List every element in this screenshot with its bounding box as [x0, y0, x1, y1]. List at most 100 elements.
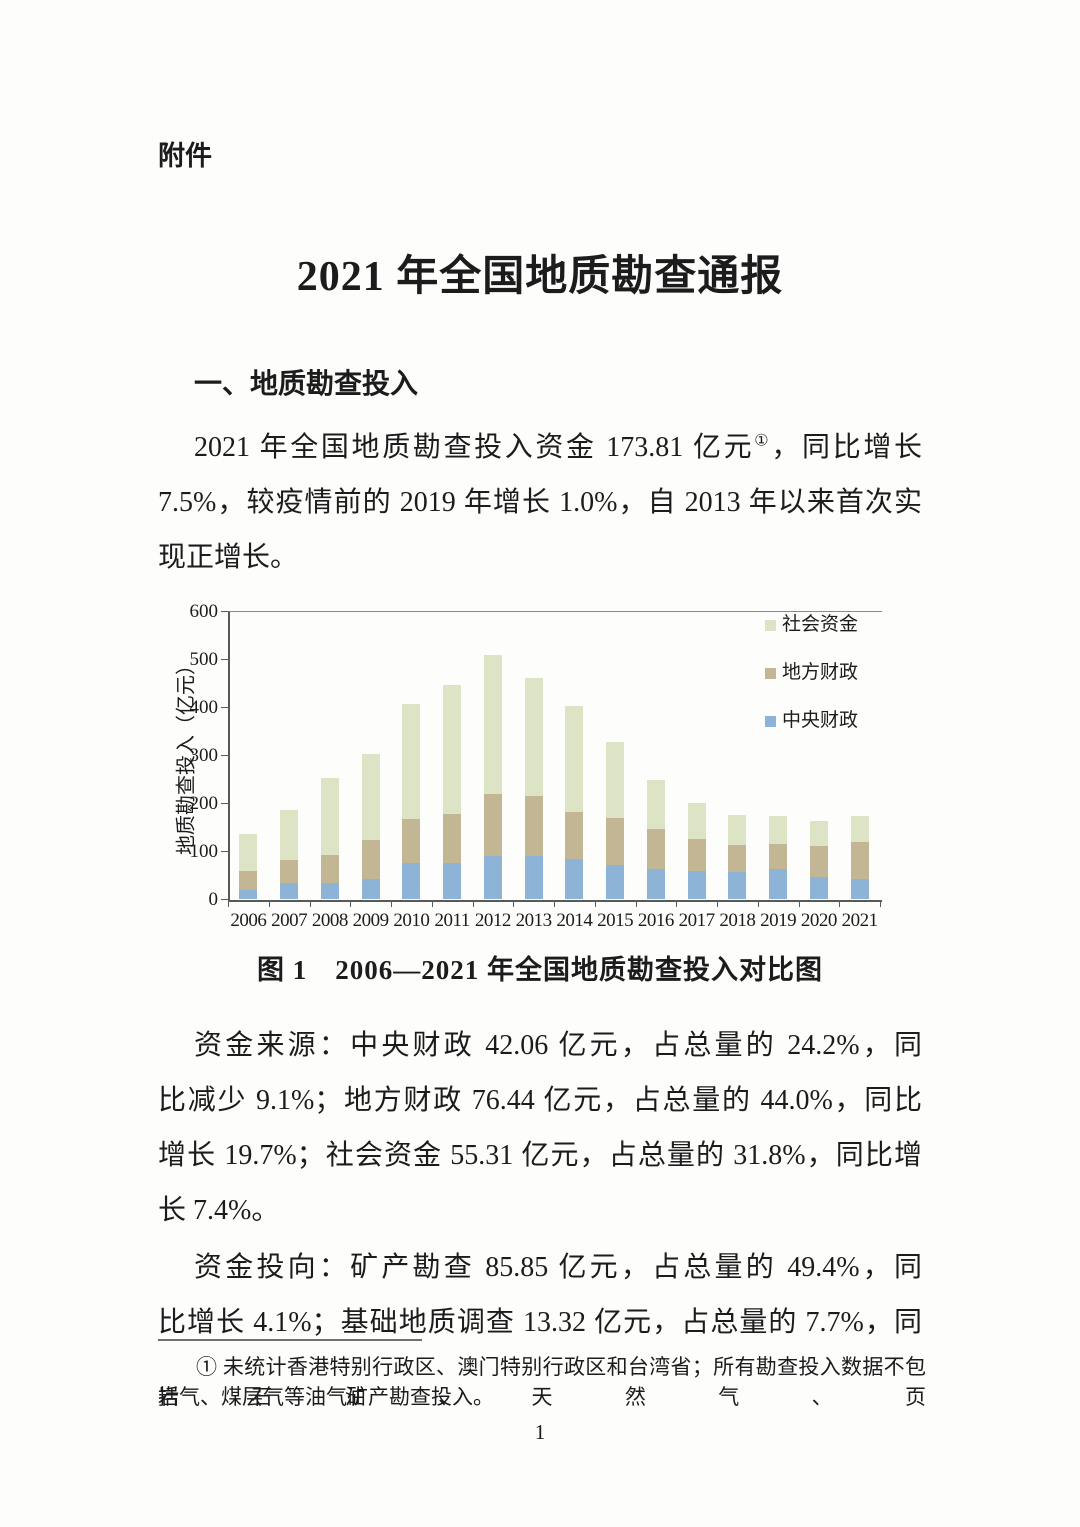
document-title: 2021 年全国地质勘查通报 [296, 254, 784, 300]
x-category-label: 2008 [311, 910, 348, 931]
x-category-label: 2009 [352, 910, 389, 931]
text-line: ① 未统计香港特别行政区、澳门特别行政区和台湾省；所有勘查投入数据不包括石油、天… [158, 1355, 926, 1409]
legend-entry-中央财政: 中央财政 [765, 711, 858, 730]
y-tick-mark [221, 659, 228, 660]
x-tick-mark [513, 901, 515, 907]
bar-segment-2014-中央财政 [565, 858, 584, 899]
x-tick-mark [391, 901, 392, 907]
bar-segment-2008-社会资金 [320, 777, 339, 855]
bar-segment-2018-中央财政 [728, 871, 747, 899]
y-tick-label: 100 [189, 841, 219, 862]
para-total-investment: 2021 年全国地质勘查投入资金 173.81 亿元①，同比增长 7.5%，较疫情… [158, 420, 922, 585]
bar-segment-2021-中央财政 [850, 878, 869, 899]
text-line: 增长 19.7%；社会资金 55.31 亿元，占总量的 31.8%，同比增 [158, 1140, 922, 1171]
bar-segment-2006-中央财政 [239, 889, 258, 899]
attachment-label: 附件 [158, 141, 212, 171]
x-tick-mark [880, 901, 881, 907]
x-tick-mark [717, 901, 718, 907]
text-line: 比减少 9.1%；地方财政 76.44 亿元，占总量的 44.0%，同比 [158, 1085, 922, 1116]
para-funding-sources: 资金来源：中央财政 42.06 亿元，占总量的 24.2%，同 比减少 9.1%；… [158, 1018, 922, 1238]
x-category-label: 2021 [841, 910, 878, 931]
section-heading: 一、地质勘查投入 [194, 368, 419, 399]
x-category-label: 2017 [678, 910, 715, 931]
page-number: 1 [534, 1420, 546, 1444]
bar-segment-2006-社会资金 [239, 834, 258, 872]
bar-segment-2012-社会资金 [483, 654, 502, 794]
bar-segment-2015-地方财政 [606, 818, 625, 865]
x-category-label: 2007 [271, 910, 308, 931]
text-line: 岩气、煤层气等油气矿产勘查投入。 [158, 1385, 494, 1409]
bar-segment-2010-地方财政 [402, 819, 421, 863]
footnote-reference: ① [754, 431, 772, 450]
legend-swatch-icon [765, 716, 776, 727]
y-tick-label: 200 [189, 793, 219, 814]
x-tick-mark [676, 901, 678, 907]
x-category-label: 2016 [637, 910, 674, 931]
x-category-label: 2014 [556, 910, 593, 931]
bar-segment-2020-社会资金 [809, 821, 828, 847]
x-tick-mark [798, 901, 800, 907]
x-tick-mark [431, 901, 433, 907]
bar-segment-2013-社会资金 [524, 677, 543, 797]
x-tick-mark [268, 901, 270, 907]
x-tick-mark [594, 901, 596, 907]
text-line: 7.5%，较疫情前的 2019 年增长 1.0%，自 2013 年以来首次实 [158, 487, 922, 518]
bar-segment-2013-地方财政 [524, 796, 543, 856]
bar-segment-2013-中央财政 [524, 855, 543, 899]
x-category-label: 2013 [515, 910, 552, 931]
text-line: 长 7.4%。 [158, 1195, 280, 1226]
x-category-label: 2015 [597, 910, 634, 931]
x-tick-mark [309, 901, 311, 907]
bar-segment-2016-社会资金 [646, 780, 665, 829]
x-tick-mark [839, 901, 841, 907]
investment-bar-chart: 地质勘查投入（亿元） 社会资金 地方财政 中央财政 0 100 200 300 400 500… [170, 598, 900, 948]
bar-segment-2020-地方财政 [809, 846, 828, 877]
bar-segment-2020-中央财政 [809, 876, 828, 899]
bar-segment-2012-地方财政 [483, 793, 502, 856]
bar-segment-2015-中央财政 [606, 864, 625, 899]
x-tick-mark [228, 901, 229, 907]
bar-segment-2018-社会资金 [728, 814, 747, 846]
text-line: 2021 年全国地质勘查投入资金 173.81 亿元①，同比增长 [194, 431, 922, 463]
x-tick-mark [472, 901, 474, 907]
bar-segment-2017-社会资金 [687, 803, 706, 839]
y-tick-label: 400 [189, 697, 219, 718]
bar-segment-2015-社会资金 [606, 741, 625, 819]
y-tick-mark [221, 803, 228, 804]
text-line: 资金投向：矿产勘查 85.85 亿元，占总量的 49.4%，同 [194, 1252, 922, 1283]
x-tick-mark [350, 901, 352, 907]
chart-plot-area [228, 611, 882, 902]
legend-label: 地方财政 [782, 662, 859, 683]
bar-segment-2017-中央财政 [687, 871, 706, 899]
y-tick-label: 600 [189, 601, 219, 622]
bar-segment-2008-中央财政 [320, 882, 339, 899]
footnote: ① 未统计香港特别行政区、澳门特别行政区和台湾省；所有勘查投入数据不包括石油、天… [158, 1352, 926, 1412]
legend-swatch-icon [765, 620, 776, 631]
bar-segment-2019-社会资金 [769, 816, 788, 844]
x-category-label: 2006 [230, 910, 267, 931]
bar-segment-2018-地方财政 [728, 845, 747, 872]
bar-segment-2014-社会资金 [565, 705, 584, 813]
bar-segment-2010-中央财政 [402, 862, 421, 899]
legend-label: 中央财政 [782, 710, 859, 731]
legend-entry-地方财政: 地方财政 [765, 663, 858, 682]
bar-segment-2019-地方财政 [769, 843, 788, 869]
bar-segment-2007-中央财政 [280, 882, 299, 899]
bar-segment-2009-社会资金 [361, 754, 380, 840]
bar-segment-2009-中央财政 [361, 878, 380, 899]
bar-segment-2007-社会资金 [280, 810, 299, 860]
text-line: 比增长 4.1%；基础地质调查 13.32 亿元，占总量的 7.7%，同 [158, 1307, 922, 1338]
y-tick-mark [221, 611, 228, 612]
y-tick-mark [221, 707, 228, 708]
bar-segment-2008-地方财政 [320, 854, 339, 883]
bar-segment-2012-中央财政 [483, 855, 502, 899]
footnote-separator [158, 1339, 422, 1341]
y-tick-mark [221, 851, 228, 852]
bar-segment-2010-社会资金 [402, 703, 421, 820]
bar-segment-2011-社会资金 [443, 684, 462, 814]
bar-segment-2006-地方财政 [239, 871, 258, 890]
bar-segment-2019-中央财政 [769, 868, 788, 899]
x-tick-mark [554, 901, 555, 907]
bar-segment-2011-中央财政 [443, 863, 462, 899]
legend-label: 社会资金 [782, 614, 859, 635]
